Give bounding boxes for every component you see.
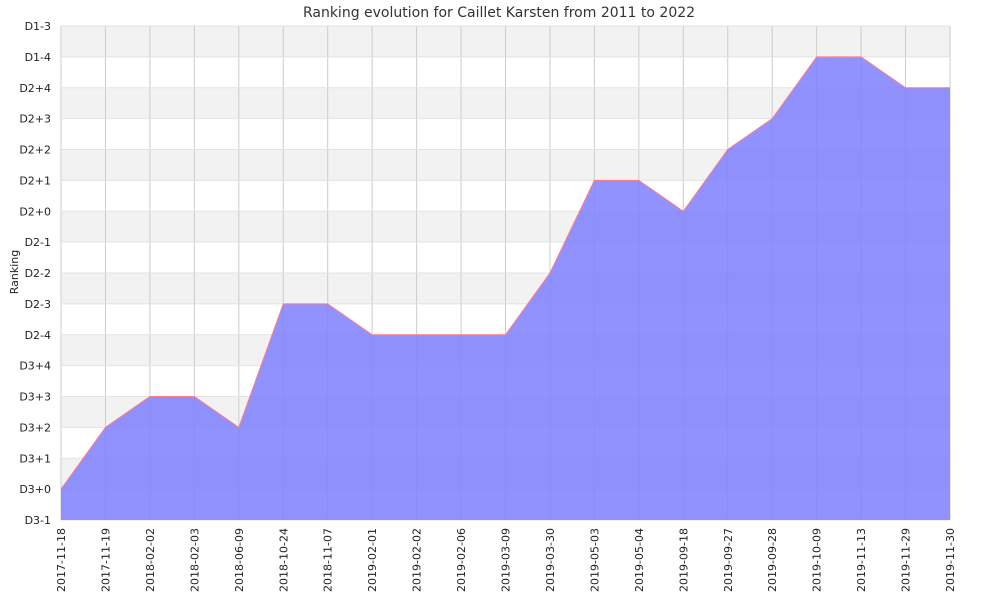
- ranking-line: [60, 56, 950, 490]
- x-tick-label: 2019-05-03: [588, 528, 601, 592]
- y-tick-label: D3+1: [19, 452, 51, 465]
- y-tick-label: D3+2: [19, 421, 51, 434]
- chart-title: Ranking evolution for Caillet Karsten fr…: [303, 5, 695, 21]
- y-tick-label: D3+3: [19, 391, 51, 404]
- x-tick-label: 2019-11-29: [900, 528, 913, 592]
- y-tick-label: D2-2: [25, 267, 51, 280]
- y-axis-title: Ranking: [8, 250, 21, 295]
- ranking-area: [61, 56, 950, 520]
- x-tick-label: 2018-02-02: [144, 528, 157, 592]
- x-tick-label: 2018-10-24: [277, 528, 290, 592]
- y-tick-label: D3+4: [19, 360, 51, 373]
- y-tick-label: D2+0: [19, 205, 51, 218]
- y-tick-label: D2-3: [25, 298, 51, 311]
- x-tick-label: 2019-02-01: [366, 528, 379, 592]
- y-tick-label: D2+1: [19, 174, 51, 187]
- x-tick-label: 2019-03-09: [500, 528, 513, 592]
- x-tick-label: 2019-09-18: [677, 528, 690, 592]
- y-tick-label: D2+2: [19, 144, 51, 157]
- x-tick-label: 2018-06-09: [233, 528, 246, 592]
- x-tick-label: 2019-02-06: [455, 528, 468, 592]
- y-tick-label: D2+3: [19, 113, 51, 126]
- x-tick-label: 2017-11-19: [99, 528, 112, 592]
- x-tick-label: 2019-11-30: [944, 528, 957, 592]
- x-tick-labels: 2017-11-18 2017-11-19 2018-02-02 2018-02-03…: [55, 528, 957, 592]
- y-tick-label: D1-4: [25, 51, 51, 64]
- x-tick-label: 2019-09-28: [766, 528, 779, 592]
- x-tick-label: 2019-05-04: [633, 528, 646, 592]
- x-tick-label: 2017-11-18: [55, 528, 68, 592]
- x-tick-label: 2019-11-13: [855, 528, 868, 592]
- x-tick-label: 2019-09-27: [722, 528, 735, 592]
- y-tick-label: D2+4: [19, 82, 51, 95]
- y-tick-label: D3+0: [19, 483, 51, 496]
- y-tick-label: D3-1: [25, 514, 51, 527]
- y-tick-label: D1-3: [25, 20, 51, 33]
- x-tick-label: 2019-10-09: [811, 528, 824, 592]
- y-tick-label: D2-1: [25, 236, 51, 249]
- x-tick-label: 2018-11-07: [322, 528, 335, 592]
- x-tick-label: 2018-02-03: [188, 528, 201, 592]
- x-tick-label: 2019-02-02: [411, 528, 424, 592]
- y-tick-labels: D3-1 D3+0 D3+1 D3+2 D3+3 D3+4 D2-4 D2-3 D2-2 D2-1…: [19, 20, 51, 527]
- y-tick-label: D2-4: [25, 329, 51, 342]
- x-tick-label: 2019-03-30: [544, 528, 557, 592]
